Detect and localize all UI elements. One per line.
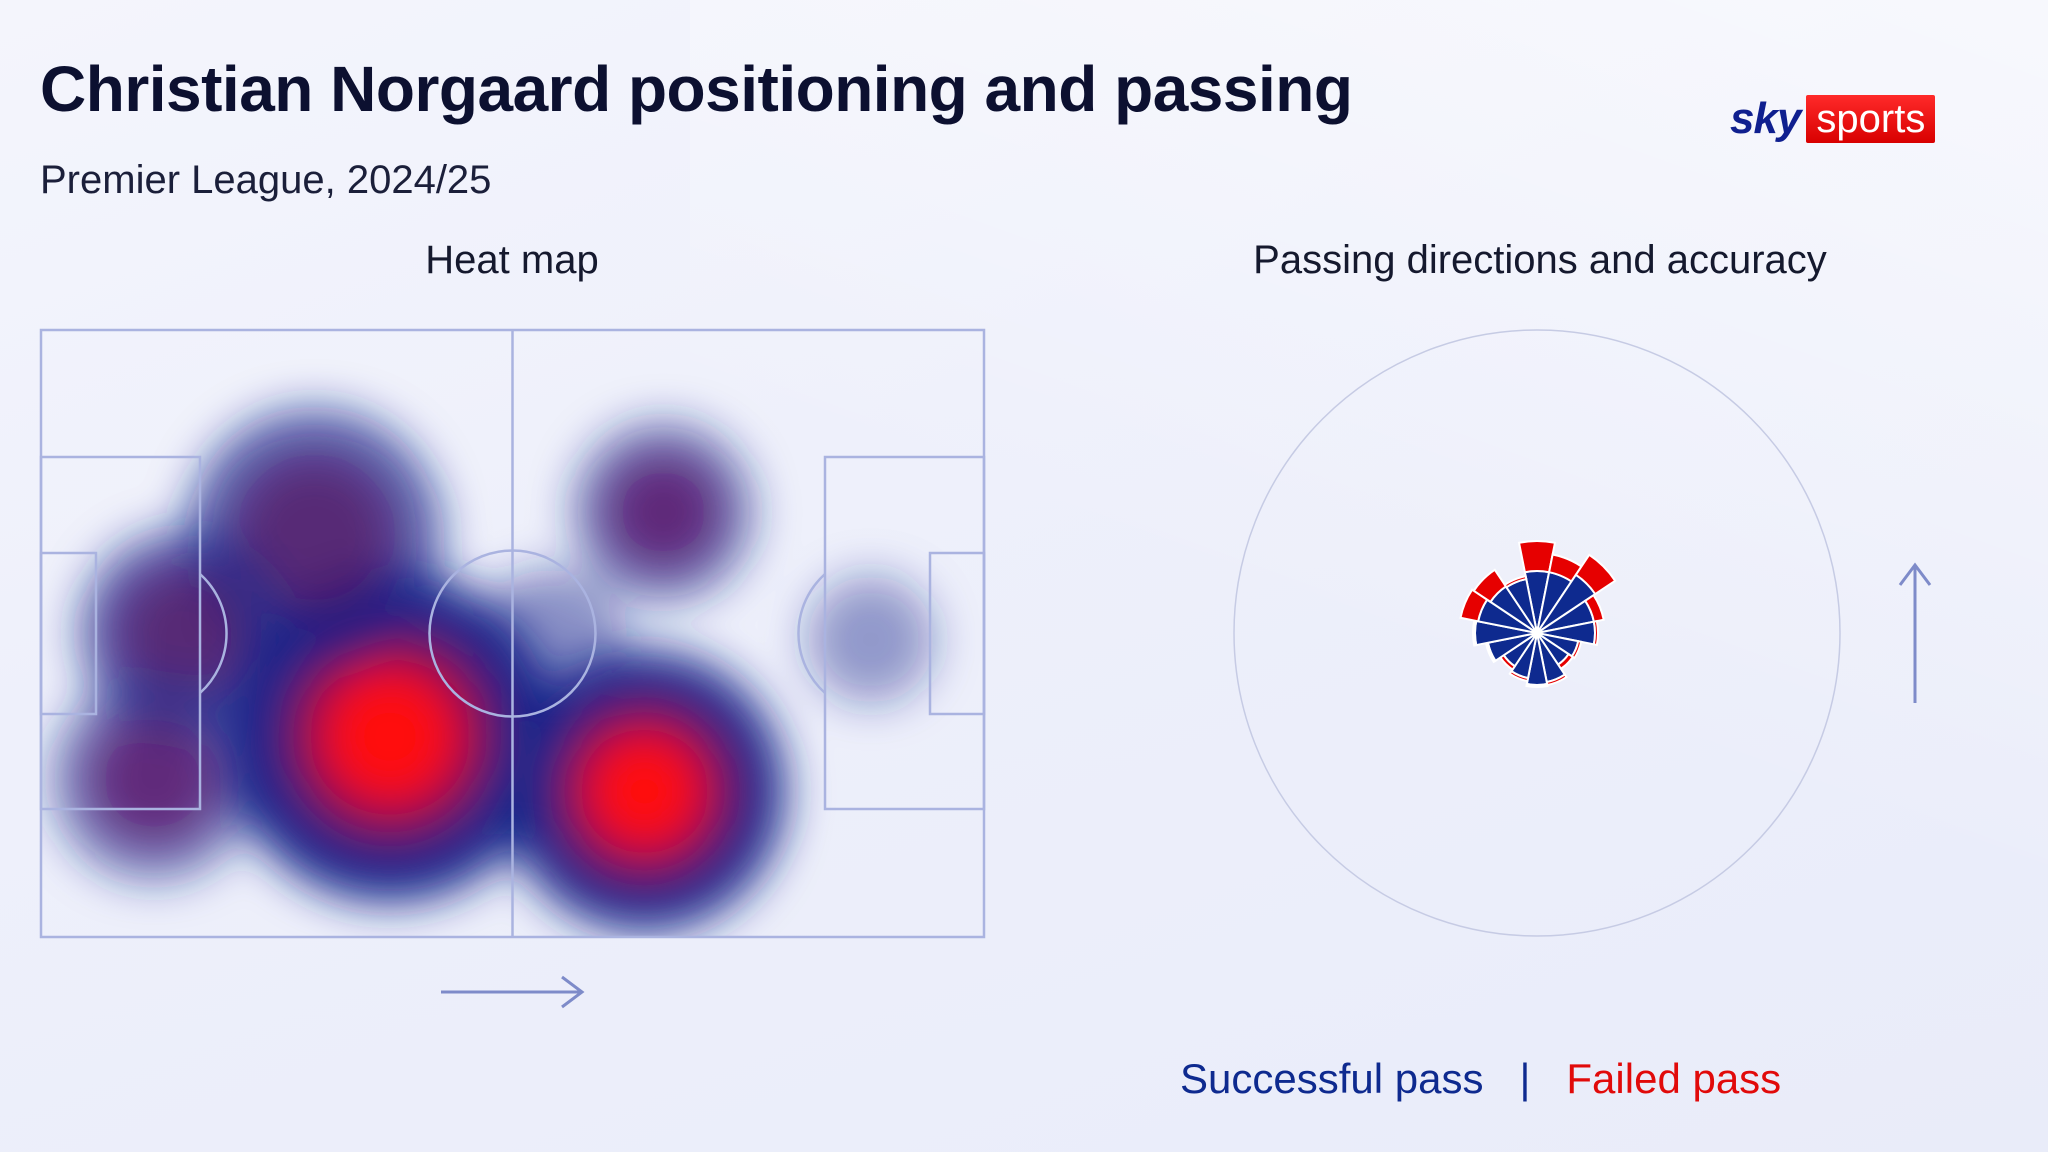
radar-outer-ring (1233, 329, 1841, 937)
legend-successful-pass: Successful pass (1180, 1055, 1484, 1102)
centre-circle (428, 549, 597, 718)
right-penalty-arc (797, 573, 826, 694)
radar-fail-wedge-5 (1570, 640, 1583, 660)
heat-blob-7 (807, 575, 935, 704)
heat-blob-mid-2 (234, 456, 395, 617)
logo-sky-text: sky (1730, 94, 1801, 143)
radar-fail-wedge-15 (1503, 574, 1528, 589)
radar-fail-wedge-4 (1592, 619, 1600, 647)
radar-fail-wedge-12 (1472, 619, 1478, 647)
legend: Successful pass | Failed pass (1180, 1055, 1781, 1103)
radar-fail-wedge-2 (1574, 553, 1617, 596)
pitch-markings (39, 328, 986, 939)
heat-blob-6 (473, 569, 627, 723)
page-subtitle: Premier League, 2024/25 (40, 158, 492, 202)
heat-blob-mid-4 (607, 455, 720, 569)
sky-sports-logo: sky sports (1730, 94, 1936, 144)
background-highlight (690, 0, 2048, 1152)
arrow-up-icon (1898, 562, 1932, 703)
heat-blob-mid-3 (118, 569, 247, 698)
radar-fail-wedge-8 (1525, 682, 1549, 688)
heatmap-layer (52, 409, 935, 932)
radar-fail-wedge-14 (1472, 568, 1508, 604)
heat-blob-core-1 (587, 734, 702, 849)
heatmap-title: Heat map (425, 238, 599, 282)
heat-blob-core-0 (322, 669, 458, 805)
passing-radar (1459, 540, 1617, 688)
legend-failed-pass: Failed pass (1566, 1055, 1782, 1102)
radar-fail-wedge-13 (1459, 588, 1489, 623)
radar-fail-wedge-9 (1508, 669, 1530, 683)
radar-fail-wedge-3 (1583, 593, 1605, 623)
legend-separator: | (1519, 1055, 1531, 1102)
left-six-yard-box (39, 551, 98, 716)
page-title: Christian Norgaard positioning and passi… (40, 53, 1353, 125)
logo-sports-badge: sports (1806, 95, 1936, 143)
right-six-yard-box (928, 551, 986, 716)
radar-title: Passing directions and accuracy (1253, 238, 1827, 282)
radar-fail-wedge-0 (1517, 540, 1557, 574)
left-penalty-arc (199, 573, 228, 694)
heat-blob-mid-5 (90, 715, 219, 844)
arrow-right-icon (441, 975, 585, 1009)
